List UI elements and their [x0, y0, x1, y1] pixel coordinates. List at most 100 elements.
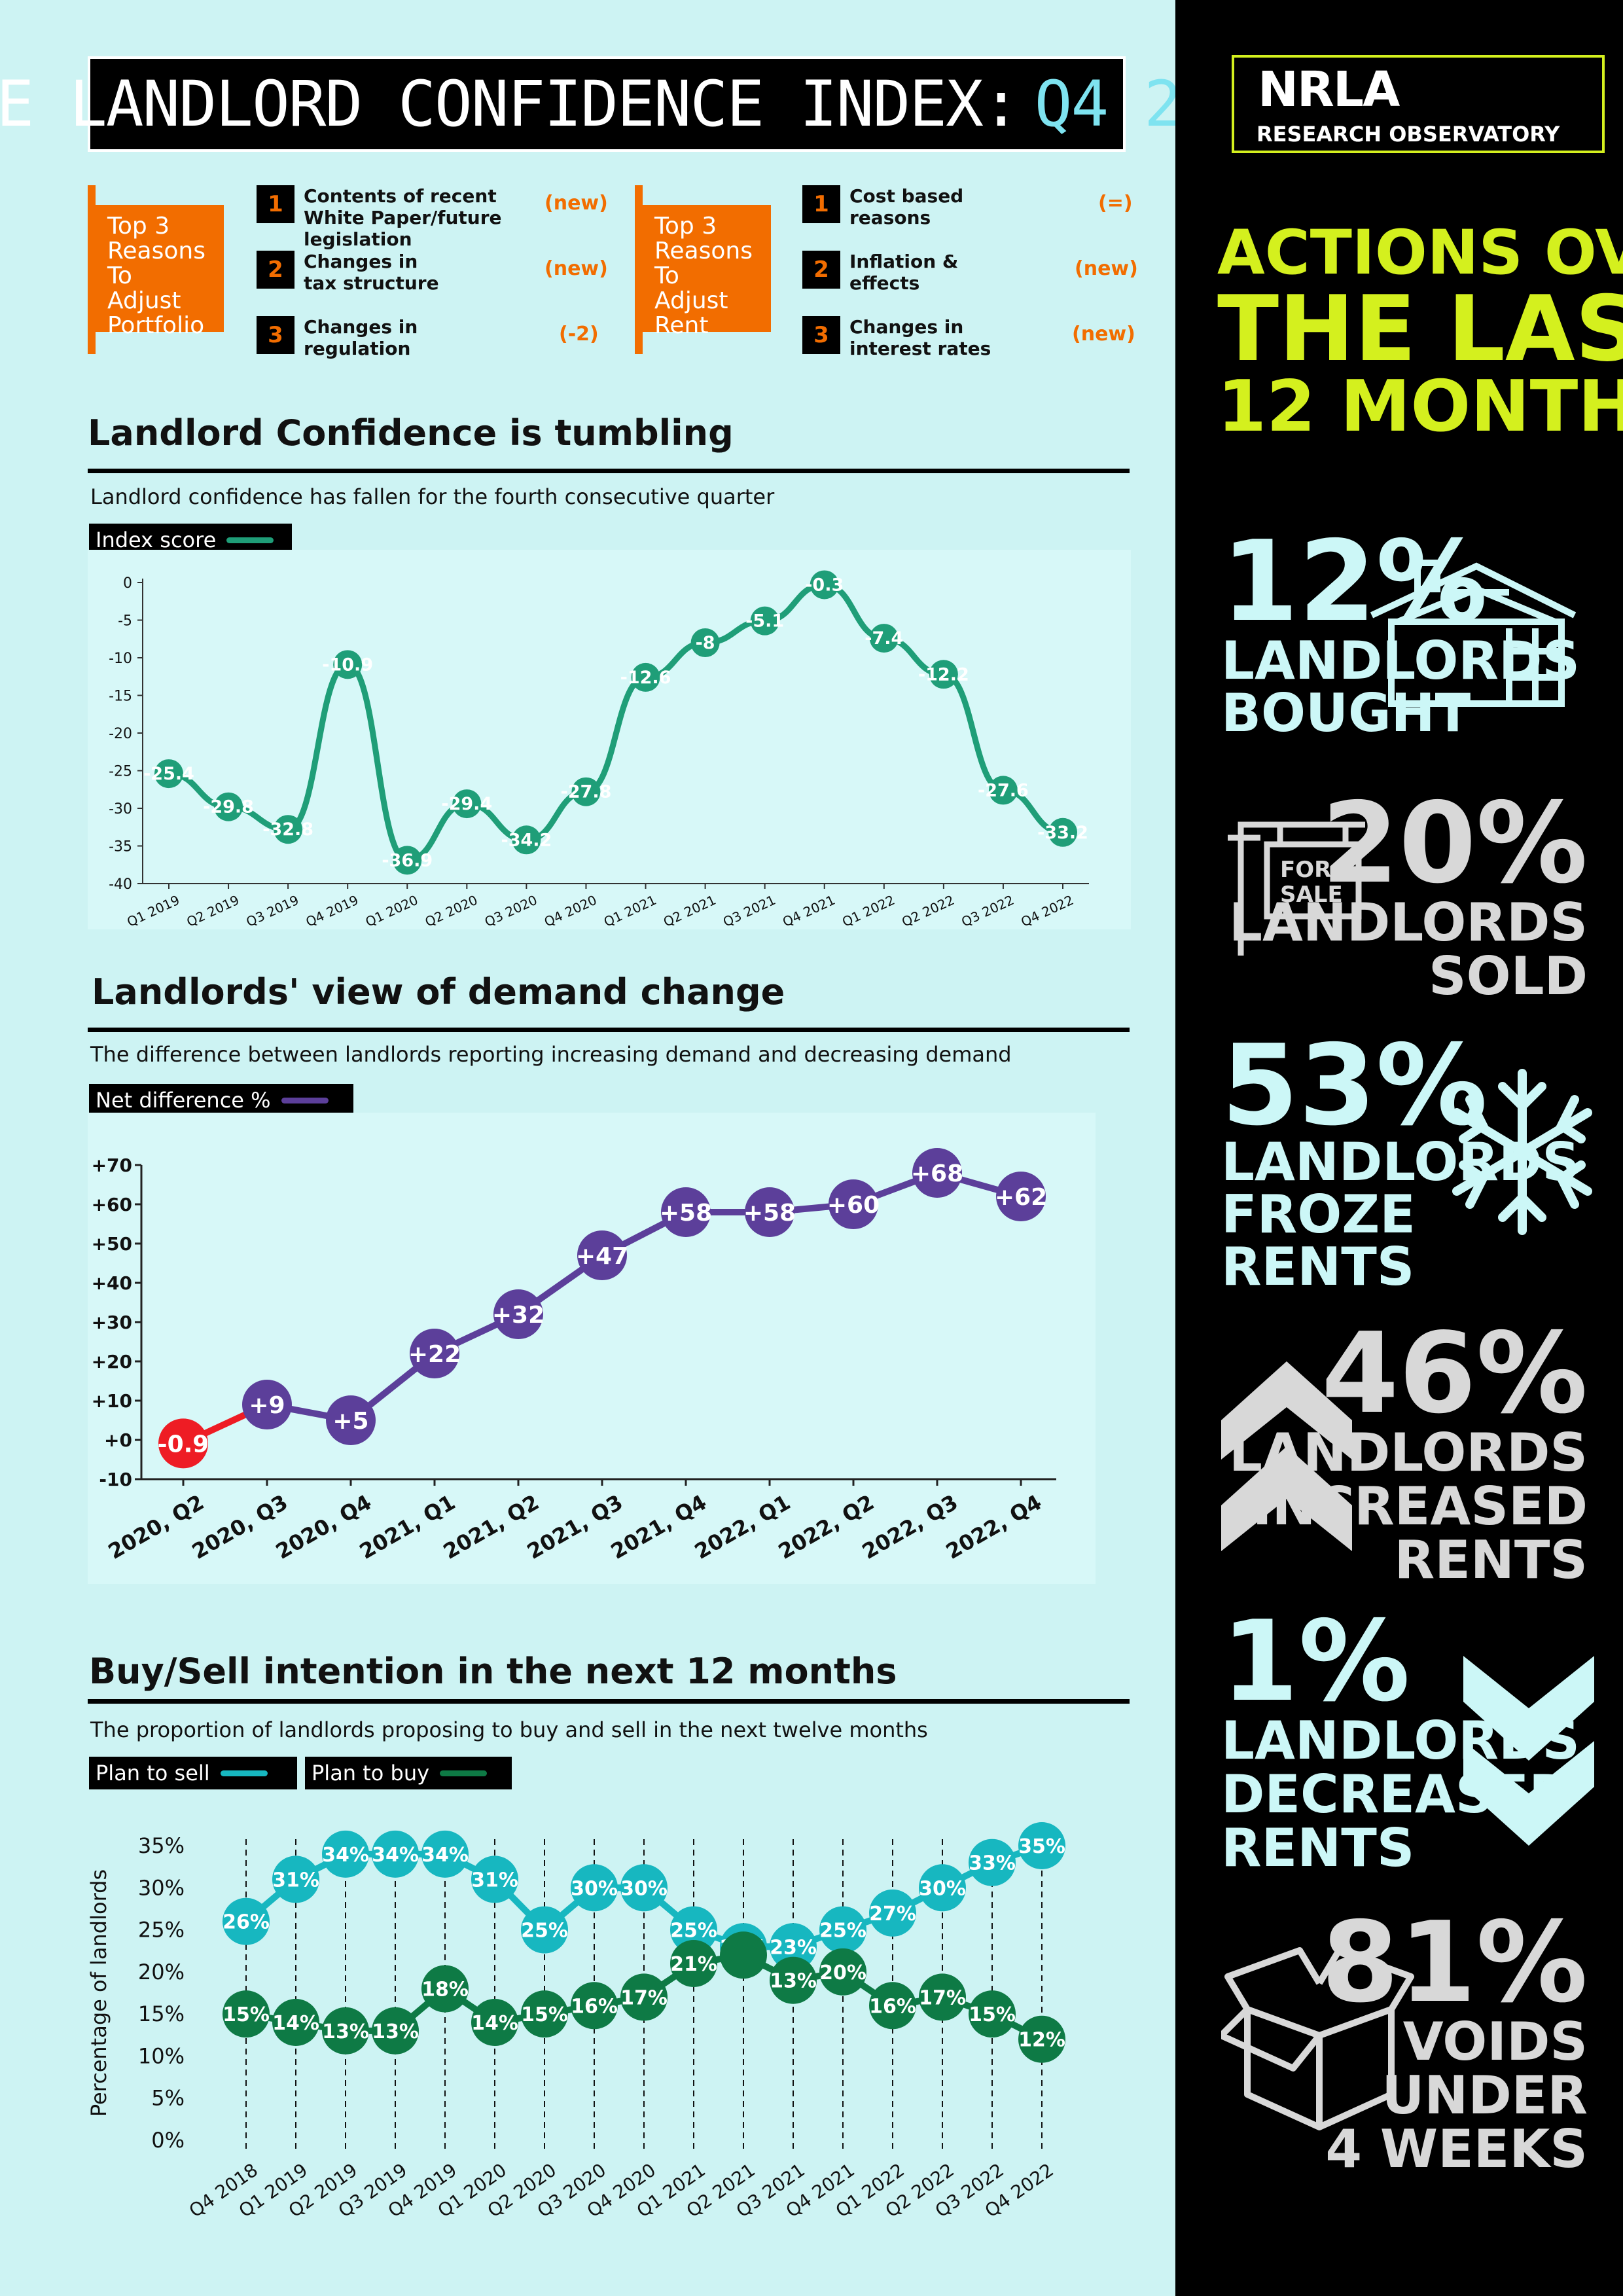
data-point: [631, 662, 660, 692]
data-label: +68: [911, 1160, 963, 1187]
stat-value: 53%: [1221, 1021, 1488, 1151]
data-point: [770, 1923, 817, 1971]
logo-sub: RESEARCH OBSERVATORY: [1257, 122, 1560, 147]
chart-legend: Net difference %: [89, 1084, 353, 1117]
stat-label: RENTS: [1221, 1818, 1415, 1878]
data-label: +58: [743, 1200, 796, 1227]
y-tick-label: -30: [109, 801, 132, 817]
section-rule: [88, 469, 1130, 473]
section-subtitle: Landlord confidence has fallen for the f…: [90, 484, 775, 509]
data-label: 35%: [1018, 1835, 1065, 1858]
data-label: 13%: [770, 1970, 817, 1993]
stat-voids: 81% VOIDS UNDER 4 WEEKS: [1195, 1898, 1614, 2206]
data-point: [571, 777, 601, 806]
data-point: [912, 1148, 962, 1198]
data-point: [512, 825, 541, 855]
y-tick-label: +0: [104, 1429, 132, 1451]
y-tick-label: 10%: [138, 2043, 185, 2068]
legend-label: Plan to sell: [96, 1761, 210, 1785]
chart-legend: Plan to sell: [89, 1757, 297, 1789]
data-point: [869, 624, 899, 653]
data-point: [154, 759, 183, 789]
data-label: 31%: [272, 1869, 319, 1892]
data-point: [272, 1999, 319, 2046]
stat-increased: 46% LANDLORDS INCREASED RENTS: [1195, 1309, 1614, 1597]
data-label: +62: [995, 1184, 1047, 1211]
y-tick-label: +60: [92, 1194, 132, 1215]
stat-label: RENTS: [1221, 1236, 1415, 1297]
data-label: 18%: [421, 1979, 469, 2001]
data-label: -0.3: [805, 575, 844, 595]
rank-badge: 3: [257, 316, 294, 354]
data-point: [471, 1999, 518, 2046]
actions-heading-line-3: 12 MONTHS: [1217, 366, 1623, 448]
data-point: [745, 1187, 794, 1237]
data-label: 34%: [421, 1844, 469, 1867]
data-label: 33%: [969, 1852, 1016, 1875]
y-tick-label: -20: [109, 726, 132, 742]
data-point: [493, 1289, 543, 1339]
y-tick-label: 0: [123, 575, 132, 592]
data-label: 13%: [322, 2020, 369, 2043]
data-label: 25%: [521, 1920, 568, 1943]
y-tick-label: 20%: [138, 1960, 185, 1984]
data-point: [620, 1864, 668, 1912]
data-label: -10.9: [322, 655, 373, 675]
page-title: THE LANDLORD CONFIDENCE INDEX: Q4 2022: [0, 56, 1175, 152]
stat-value: 81%: [1321, 1898, 1588, 2028]
buysell-chart: Percentage of landlords35%30%25%20%15%10…: [86, 1822, 1065, 2222]
x-tick-label: Q2 2019: [184, 892, 241, 929]
actions-heading-line-2: THE LAST: [1217, 276, 1623, 382]
x-tick-label: 2021, Q3: [523, 1490, 627, 1564]
y-tick-label: 5%: [151, 2086, 185, 2111]
y-tick-label: +70: [92, 1155, 132, 1176]
data-point: [969, 1990, 1016, 2038]
chart-panel: +70 +60 +50 +40 +30 +20 +10 +0 -10 2020, Q2 2020, …: [88, 1113, 1096, 1584]
x-tick-label: 2022, Q3: [858, 1490, 962, 1564]
series-line: [266, 1170, 1022, 1424]
y-tick-label: +10: [92, 1390, 132, 1412]
logo-main: NRLA: [1258, 62, 1400, 118]
data-point: [223, 1990, 270, 2038]
x-tick-label: Q3 2021: [721, 892, 778, 929]
data-label: 16%: [869, 1995, 916, 2018]
house-icon: [1370, 560, 1577, 707]
stat-value: 46%: [1321, 1309, 1588, 1439]
y-tick-label: +50: [92, 1233, 132, 1255]
snowflake-icon: [1452, 1069, 1592, 1235]
data-point: [1018, 1822, 1065, 1869]
data-point: [372, 1830, 419, 1878]
data-point: [1048, 817, 1077, 847]
data-label: 15%: [969, 2003, 1016, 2026]
data-label: 26%: [223, 1911, 270, 1934]
x-tick-label: Q2 2021: [661, 892, 719, 929]
y-tick-label: -25: [109, 764, 132, 780]
data-label: -5.1: [745, 611, 784, 632]
reason-text: Inflation & effects: [849, 251, 959, 294]
stat-decreased: 1% LANDLORDS DECREASED RENTS: [1195, 1597, 1614, 1885]
y-tick-label: -15: [109, 689, 132, 705]
stat-label: VOIDS: [1402, 2011, 1588, 2072]
x-tick-label: Q2 2022: [899, 892, 957, 929]
portfolio-reasons-list: 1 Contents of recent White Paper/future …: [257, 185, 608, 362]
rent-reasons-list: 1 Cost based reasons (=) 2 Inflation & e…: [802, 185, 1143, 362]
data-label: -36.9: [382, 850, 433, 870]
data-label: +47: [576, 1243, 628, 1270]
legend-label: Net difference %: [96, 1088, 271, 1113]
section-title: Landlords' view of demand change: [92, 971, 785, 1013]
data-point: [720, 1931, 767, 1979]
chart-panel: 0 -5 -10 -15 -20 -25 -30 -35 -40 Q1 2019 Q2 2019 Q3…: [88, 550, 1131, 930]
reason-change: (new): [1075, 257, 1138, 280]
x-tick-label: Q3 2020: [482, 892, 540, 929]
section-rule: [88, 1028, 1130, 1032]
data-point: [372, 2007, 419, 2054]
stat-label: LANDLORDS: [1221, 1710, 1580, 1771]
y-tick-label: -5: [118, 613, 132, 630]
data-point: [393, 846, 422, 875]
rank-badge: 3: [802, 316, 840, 354]
data-point: [819, 1948, 866, 1996]
reason-change: (new): [1072, 323, 1135, 346]
reason-text: Cost based reasons: [849, 185, 964, 228]
portfolio-reasons-bar: [88, 185, 96, 354]
data-point: [521, 1990, 568, 2038]
